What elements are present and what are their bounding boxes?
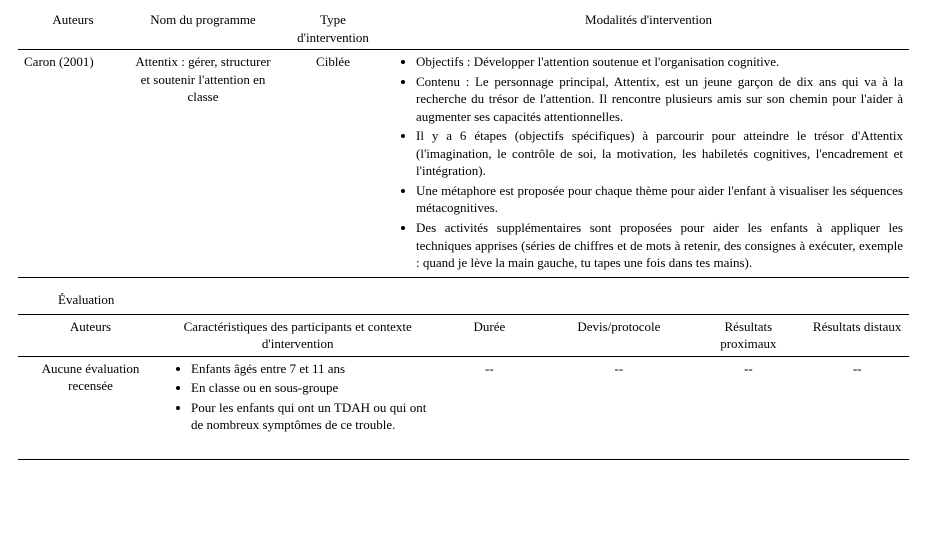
participants-list: Enfants âgés entre 7 et 11 ans En classe… xyxy=(169,360,426,434)
evaluation-table: Auteurs Caractéristiques des participant… xyxy=(18,314,909,460)
col-type-header: Type d'intervention xyxy=(278,8,388,50)
cell2-protocol: -- xyxy=(546,357,691,439)
col2-authors-header: Auteurs xyxy=(18,315,163,357)
modality-bullet: Objectifs : Développer l'attention soute… xyxy=(416,53,903,71)
cell-modalities: Objectifs : Développer l'attention soute… xyxy=(388,50,909,277)
cell2-authors: Aucune évaluation recensée xyxy=(18,357,163,439)
evaluation-section-title: Évaluation xyxy=(18,278,909,314)
cell-type: Ciblée xyxy=(278,50,388,277)
col2-proximal-header: Résultats proximaux xyxy=(691,315,805,357)
col2-distal-header: Résultats distaux xyxy=(805,315,909,357)
table1-header-row: Auteurs Nom du programme Type d'interven… xyxy=(18,8,909,50)
cell-authors: Caron (2001) xyxy=(18,50,128,277)
cell-program: Attentix : gérer, structurer et soutenir… xyxy=(128,50,278,277)
modality-bullet: Il y a 6 étapes (objectifs spécifiques) … xyxy=(416,127,903,180)
modality-bullet: Contenu : Le personnage principal, Atten… xyxy=(416,73,903,126)
col-authors-header: Auteurs xyxy=(18,8,128,50)
cell2-proximal: -- xyxy=(691,357,805,439)
cell2-duration: -- xyxy=(432,357,546,439)
modality-bullet: Une métaphore est proposée pour chaque t… xyxy=(416,182,903,217)
table2-data-row: Aucune évaluation recensée Enfants âgés … xyxy=(18,357,909,439)
modalities-list: Objectifs : Développer l'attention soute… xyxy=(394,53,903,272)
table1-data-row: Caron (2001) Attentix : gérer, structure… xyxy=(18,50,909,277)
cell2-distal: -- xyxy=(805,357,909,439)
col-program-header: Nom du programme xyxy=(128,8,278,50)
program-description-table: Auteurs Nom du programme Type d'interven… xyxy=(18,8,909,278)
col2-duration-header: Durée xyxy=(432,315,546,357)
col-modalities-header: Modalités d'intervention xyxy=(388,8,909,50)
participant-bullet: En classe ou en sous-groupe xyxy=(191,379,426,397)
table2-header-row: Auteurs Caractéristiques des participant… xyxy=(18,315,909,357)
participant-bullet: Enfants âgés entre 7 et 11 ans xyxy=(191,360,426,378)
col2-protocol-header: Devis/protocole xyxy=(546,315,691,357)
modality-bullet: Des activités supplémentaires sont propo… xyxy=(416,219,903,272)
participant-bullet: Pour les enfants qui ont un TDAH ou qui … xyxy=(191,399,426,434)
cell2-participants: Enfants âgés entre 7 et 11 ans En classe… xyxy=(163,357,432,439)
col2-participants-header: Caractéristiques des participants et con… xyxy=(163,315,432,357)
